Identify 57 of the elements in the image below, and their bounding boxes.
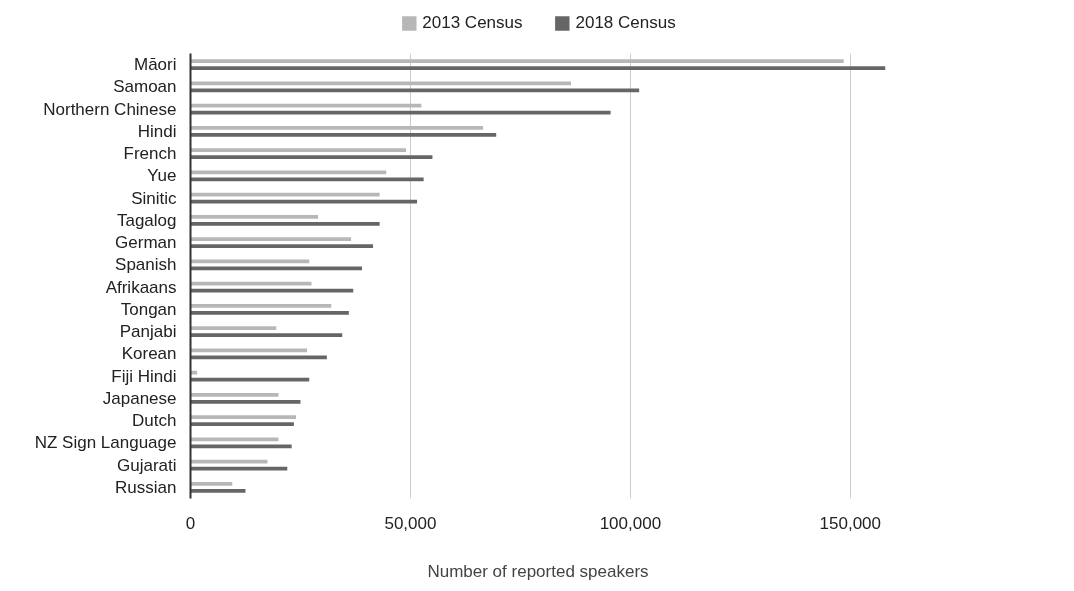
bar [190,199,418,204]
y-tick-label: Russian [115,477,177,497]
bar [190,348,308,353]
bar [190,148,407,152]
bar [190,303,332,308]
y-tick-label: Samoan [113,77,177,97]
y-tick-label: Māori [133,55,177,75]
bar [190,244,374,249]
x-axis-title: Number of reported speakers [427,561,649,581]
y-tick-label: Tagalog [116,210,177,230]
bar [190,489,246,493]
y-tick-label: Hindi [137,121,177,141]
y-tick-label: Dutch [132,411,177,431]
bar [190,170,387,175]
y-tick-label: Gujarati [116,455,177,475]
bar [190,125,484,130]
bar [190,377,310,382]
bar [190,288,354,293]
bar [190,110,611,115]
x-tick-label: 150,000 [819,513,882,533]
y-tick-label: Tongan [120,299,177,319]
y-tick-label: Japanese [102,388,177,408]
y-tick-label: Afrikaans [105,277,177,297]
y-tick-label: NZ Sign Language [34,433,177,453]
y-tick-label: Yue [147,166,177,186]
x-tick-label: 50,000 [384,513,437,533]
x-tick-label: 100,000 [599,513,662,533]
bar [190,214,319,219]
bar [190,237,352,241]
bar [190,422,294,427]
y-tick-label: German [115,233,177,253]
y-tick-label: Sinitic [131,188,177,208]
x-tick-label: 0 [185,513,196,533]
y-tick-label: Panjabi [119,322,177,342]
bar [190,392,279,397]
y-tick-label: Korean [121,344,177,364]
y-tick-label: Spanish [115,255,177,275]
legend-label: 2013 Census [422,12,523,33]
bar [190,59,844,63]
bar [190,437,279,442]
bar [190,222,380,226]
bar [190,400,301,404]
bar [190,333,343,338]
y-tick-label: Northern Chinese [43,99,177,119]
bar [190,481,233,486]
bar [190,415,297,419]
y-tick-label: Fiji Hindi [111,366,177,386]
bar [190,81,571,86]
bar [190,155,433,160]
bar [190,466,288,471]
y-tick-label: French [123,144,177,164]
bar [190,326,277,330]
bar [190,311,349,315]
bar [190,66,886,71]
bar [190,133,497,137]
legend-label: 2018 Census [575,12,676,33]
bar [190,259,310,264]
